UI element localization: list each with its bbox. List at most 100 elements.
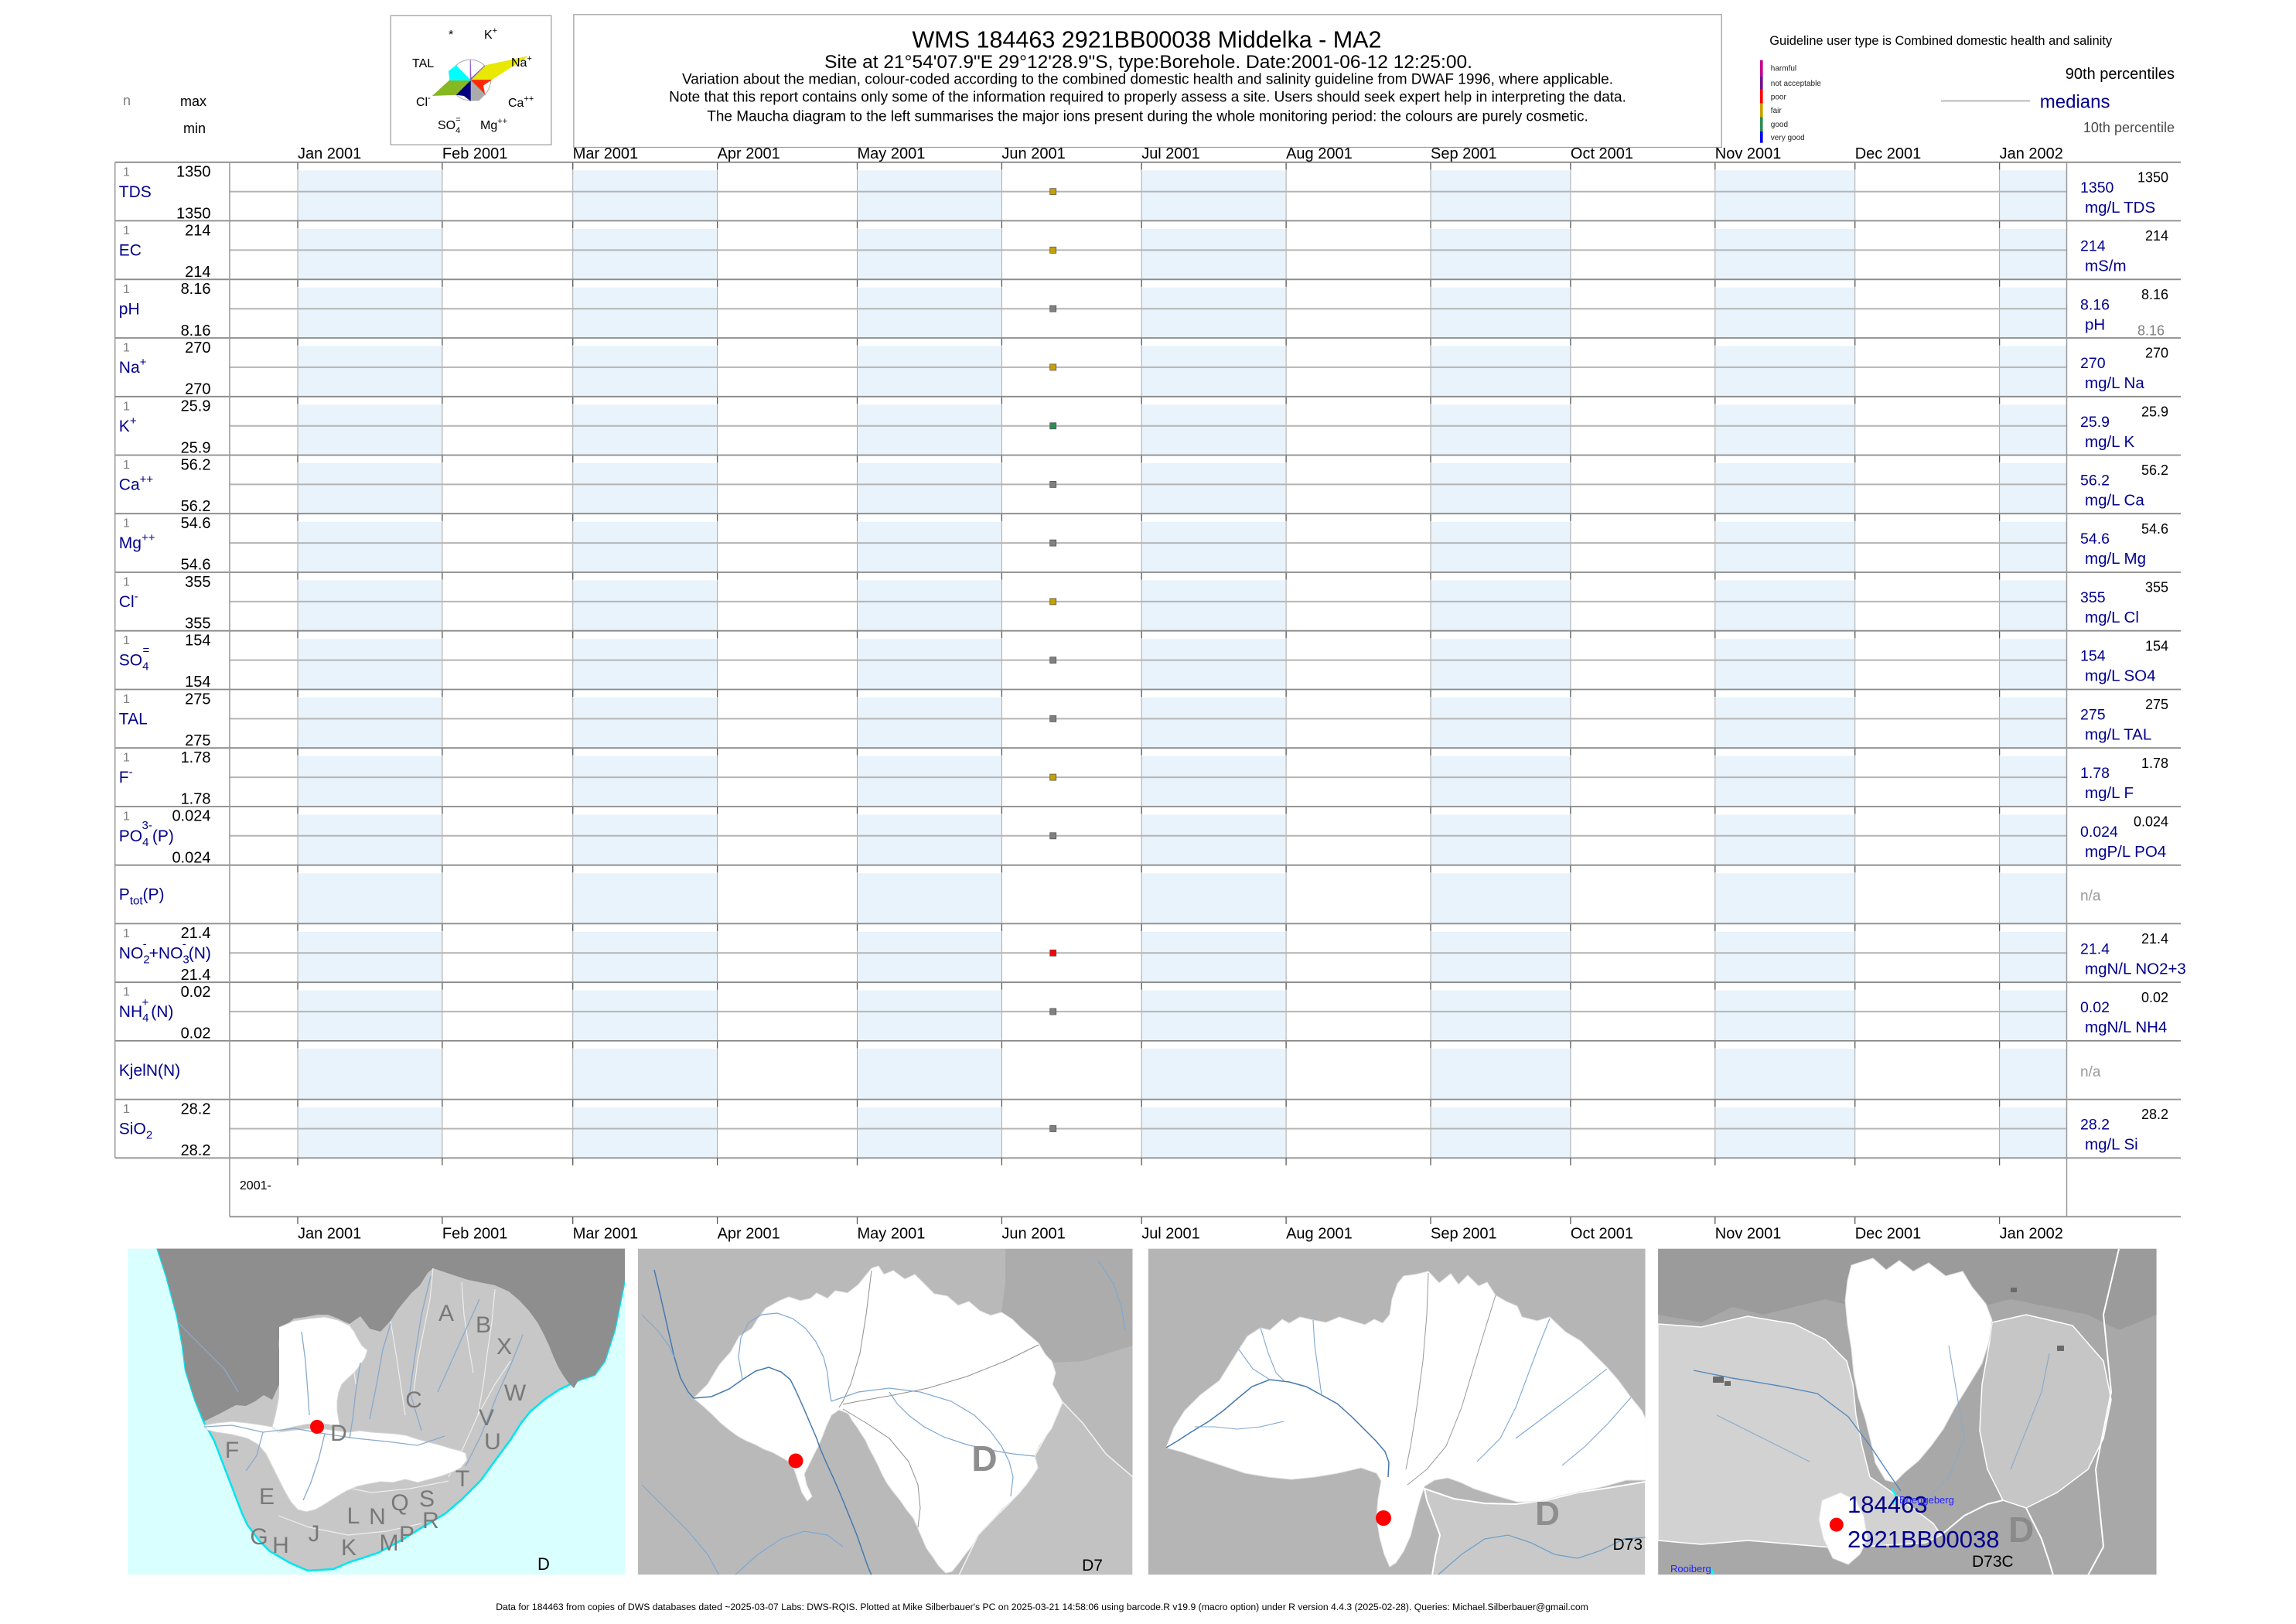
svg-text:M: M (380, 1530, 399, 1556)
svg-text:Jul 2001: Jul 2001 (1141, 145, 1200, 162)
svg-text:25.9: 25.9 (181, 439, 211, 456)
svg-text:214: 214 (185, 222, 210, 239)
svg-text:D: D (1535, 1495, 1560, 1533)
svg-text:Nov 2001: Nov 2001 (1715, 1226, 1782, 1243)
svg-text:WMS 184463 2921BB00038 Middelk: WMS 184463 2921BB00038 Middelka - MA2 (913, 27, 1382, 53)
svg-text:Mar 2001: Mar 2001 (573, 145, 639, 162)
svg-text:D73: D73 (1612, 1536, 1643, 1554)
svg-text:B: B (476, 1312, 491, 1338)
svg-text:*: * (449, 29, 453, 42)
svg-text:10th percentile: 10th percentile (2083, 120, 2175, 135)
svg-text:C: C (405, 1387, 422, 1413)
svg-text:28.2: 28.2 (2080, 1117, 2110, 1134)
svg-text:Aug 2001: Aug 2001 (1286, 1226, 1353, 1243)
svg-text:1350: 1350 (2137, 169, 2168, 185)
svg-text:mg/L K: mg/L K (2085, 433, 2135, 451)
svg-text:harmful: harmful (1771, 65, 1796, 73)
svg-text:8.16: 8.16 (2137, 322, 2165, 338)
svg-text:214: 214 (185, 264, 210, 281)
svg-text:56.2: 56.2 (181, 456, 211, 473)
svg-text:21.4: 21.4 (2141, 931, 2168, 947)
svg-text:54.6: 54.6 (181, 557, 211, 574)
svg-text:Jun 2001: Jun 2001 (1001, 1226, 1065, 1243)
svg-text:Jan 2002: Jan 2002 (2000, 1226, 2063, 1243)
svg-text:25.9: 25.9 (181, 398, 211, 415)
svg-text:D: D (330, 1421, 347, 1446)
svg-text:275: 275 (185, 732, 210, 749)
svg-text:1: 1 (123, 400, 130, 413)
svg-text:355: 355 (185, 574, 210, 591)
svg-text:Q: Q (391, 1490, 408, 1516)
svg-text:154: 154 (185, 633, 210, 650)
svg-text:good: good (1771, 121, 1788, 129)
svg-text:1: 1 (123, 517, 130, 531)
svg-text:25.9: 25.9 (2080, 414, 2110, 431)
svg-text:The Maucha diagram to the left: The Maucha diagram to the left summarise… (707, 109, 1588, 125)
svg-text:U: U (484, 1429, 501, 1455)
svg-text:21.4: 21.4 (181, 925, 211, 942)
svg-text:25.9: 25.9 (2141, 404, 2168, 419)
svg-text:pH: pH (119, 300, 140, 318)
svg-text:275: 275 (2080, 707, 2106, 724)
svg-text:1: 1 (123, 1103, 130, 1116)
svg-text:mg/L Na: mg/L Na (2085, 374, 2144, 392)
svg-text:K: K (341, 1535, 357, 1561)
svg-text:Jan 2002: Jan 2002 (2000, 145, 2063, 162)
svg-text:Jan 2001: Jan 2001 (298, 1226, 361, 1243)
svg-text:Aug 2001: Aug 2001 (1286, 145, 1353, 162)
svg-text:28.2: 28.2 (181, 1142, 211, 1159)
svg-text:Data for 184463 from copies of: Data for 184463 from copies of DWS datab… (496, 1602, 1588, 1612)
svg-text:D73C: D73C (1972, 1553, 2014, 1571)
svg-text:8.16: 8.16 (181, 322, 211, 339)
svg-text:mg/L SO4: mg/L SO4 (2085, 667, 2156, 685)
svg-text:1: 1 (123, 283, 130, 296)
svg-text:TAL: TAL (119, 711, 148, 728)
svg-text:max: max (180, 94, 206, 109)
svg-text:Variation about the median, c: Variation about the median, colour-coded… (682, 72, 1613, 88)
svg-text:214: 214 (2145, 228, 2168, 244)
svg-text:21.4: 21.4 (2080, 940, 2110, 957)
svg-text:1: 1 (123, 224, 130, 237)
svg-text:1: 1 (123, 810, 130, 823)
svg-text:mgN/L NO2+3: mgN/L NO2+3 (2085, 960, 2186, 977)
svg-text:2001-: 2001- (240, 1179, 271, 1192)
svg-text:56.2: 56.2 (181, 498, 211, 515)
svg-text:Jun 2001: Jun 2001 (1001, 145, 1065, 162)
svg-text:Ca++: Ca++ (119, 473, 154, 494)
svg-text:355: 355 (185, 616, 210, 633)
svg-text:355: 355 (2080, 589, 2106, 606)
svg-text:Note that this report contains: Note that this report contains only some… (669, 90, 1626, 106)
svg-text:Site at 21°54'07.9"E 29°12'28.: Site at 21°54'07.9"E 29°12'28.9"S, type:… (824, 52, 1472, 73)
svg-text:56.2: 56.2 (2080, 473, 2110, 490)
svg-text:Feb 2001: Feb 2001 (442, 145, 508, 162)
svg-text:0.024: 0.024 (172, 849, 210, 866)
svg-text:medians: medians (2040, 92, 2110, 113)
svg-text:poor: poor (1771, 93, 1787, 101)
svg-text:0.02: 0.02 (181, 984, 211, 1001)
svg-text:pH: pH (2085, 316, 2105, 333)
svg-text:n: n (123, 93, 131, 108)
svg-text:214: 214 (2080, 238, 2106, 255)
svg-text:May 2001: May 2001 (858, 145, 926, 162)
svg-text:Jan 2001: Jan 2001 (298, 145, 361, 162)
svg-text:min: min (183, 121, 206, 136)
svg-text:mg/L Cl: mg/L Cl (2085, 609, 2139, 626)
svg-text:mgP/L PO4: mgP/L PO4 (2085, 843, 2166, 861)
svg-text:KjelN(N): KjelN(N) (119, 1062, 180, 1080)
svg-text:TAL: TAL (412, 57, 434, 70)
svg-text:2921BB00038: 2921BB00038 (1847, 1526, 2000, 1553)
svg-text:154: 154 (2080, 648, 2106, 665)
svg-text:P: P (399, 1522, 415, 1547)
svg-text:not acceptable: not acceptable (1771, 80, 1821, 88)
svg-text:R: R (422, 1508, 439, 1534)
svg-text:mg/L TDS: mg/L TDS (2085, 199, 2155, 217)
svg-text:154: 154 (185, 674, 210, 691)
svg-text:1: 1 (123, 986, 130, 999)
svg-text:154: 154 (2145, 638, 2168, 653)
svg-text:0.024: 0.024 (2080, 824, 2118, 841)
svg-text:1.78: 1.78 (181, 749, 211, 766)
svg-text:8.16: 8.16 (2141, 287, 2168, 302)
svg-text:very good: very good (1771, 134, 1805, 142)
svg-text:L: L (347, 1503, 360, 1529)
svg-text:54.6: 54.6 (2080, 531, 2110, 548)
